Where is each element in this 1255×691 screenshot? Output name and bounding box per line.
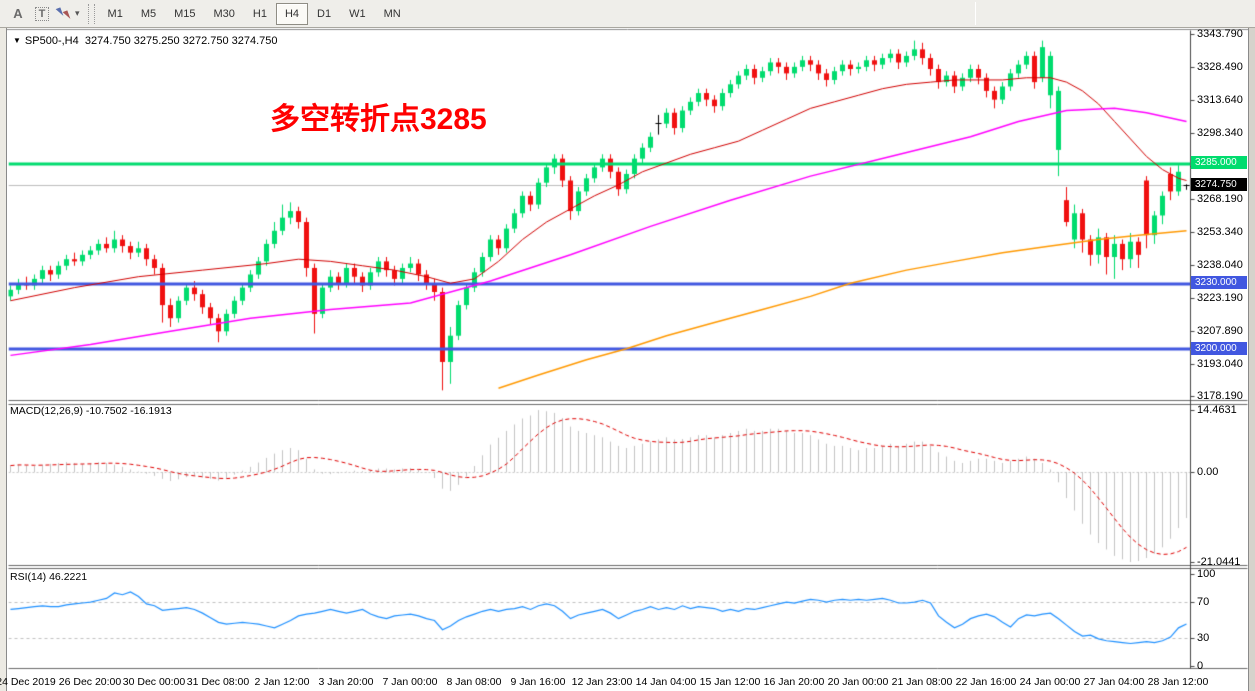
annotation-text[interactable]: 多空转折点3285 (270, 103, 487, 136)
price-tick-label: 3298.340 (1197, 127, 1243, 140)
time-axis-label: 27 Jan 04:00 (1083, 676, 1145, 688)
time-axis-label: 7 Jan 00:00 (382, 676, 438, 688)
price-badge: 3200.000 (1191, 341, 1247, 355)
time-axis-label: 30 Dec 00:00 (122, 676, 186, 688)
price-tick-label: 3268.190 (1197, 193, 1243, 206)
toolbar-separator (975, 2, 976, 25)
timeframe-button-mn[interactable]: MN (383, 7, 401, 20)
timeframe-button-m5[interactable]: M5 (140, 7, 157, 20)
window-left-border (0, 28, 7, 691)
time-axis-label: 28 Jan 12:00 (1147, 676, 1209, 688)
chevron-down-icon: ▾ (75, 8, 80, 18)
time-axis-label: 31 Dec 08:00 (186, 676, 250, 688)
time-axis-label: 22 Jan 16:00 (955, 676, 1017, 688)
price-tick-label: 3193.040 (1197, 357, 1243, 370)
time-axis-label: 12 Jan 23:00 (571, 676, 633, 688)
price-tick-label: 3343.790 (1197, 28, 1243, 40)
timeframe-button-m1[interactable]: M1 (107, 7, 123, 20)
collapse-triangle-icon[interactable]: ▼ (13, 36, 21, 45)
arrows-style-icon (55, 6, 72, 21)
price-badge: 3274.750 (1191, 178, 1247, 192)
macd-indicator-label: MACD(12,26,9) -10.7502 -16.1913 (10, 405, 172, 417)
price-tick-label: 3328.490 (1197, 61, 1243, 74)
rsi-tick-label: 70 (1197, 595, 1210, 608)
time-axis-label: 15 Jan 12:00 (699, 676, 761, 688)
price-tick-label: 3223.190 (1197, 291, 1243, 304)
time-axis-label: 20 Jan 00:00 (827, 676, 889, 688)
rsi-tick-label: 30 (1197, 632, 1210, 645)
toolbar: A T ▾ M1 M5 M15 M30 H1 H4 D1 W1 MN (0, 0, 1255, 28)
price-tick-label: 3313.640 (1197, 93, 1243, 106)
rsi-tick-label: 0 (1197, 660, 1204, 672)
time-axis-label: 8 Jan 08:00 (446, 676, 502, 688)
time-axis-label: 26 Dec 20:00 (58, 676, 122, 688)
timeframe-button-group: M1 M5 M15 M30 H1 H4 D1 W1 MN (99, 2, 410, 25)
price-tick-label: 3178.190 (1197, 390, 1243, 402)
text-box-tool-button[interactable]: T (31, 3, 53, 25)
time-axis-label: 21 Jan 08:00 (891, 676, 953, 688)
time-axis-label: 24 Jan 00:00 (1019, 676, 1081, 688)
text-label-tool-button[interactable]: A (7, 3, 29, 25)
time-axis-label: 14 Jan 04:00 (635, 676, 697, 688)
text-box-icon: T (34, 6, 50, 21)
timeframe-button-h1[interactable]: H1 (252, 7, 267, 20)
macd-tick-label: 14.4631 (1197, 403, 1237, 416)
toolbar-drag-handle[interactable] (87, 3, 95, 24)
time-axis-label: 9 Jan 16:00 (510, 676, 566, 688)
object-style-tool-button[interactable]: ▾ (55, 3, 81, 25)
macd-tick-label: -21.0441 (1197, 555, 1241, 568)
time-axis-label: 16 Jan 20:00 (763, 676, 825, 688)
time-axis-label: 2 Jan 12:00 (254, 676, 310, 688)
text-label-icon: A (13, 6, 23, 21)
timeframe-button-w1[interactable]: W1 (349, 7, 366, 20)
price-tick-label: 3207.890 (1197, 325, 1243, 338)
timeframe-button-m30[interactable]: M30 (213, 7, 235, 20)
time-axis-label: 3 Jan 20:00 (318, 676, 374, 688)
time-axis-label: 24 Dec 2019 (0, 676, 56, 688)
price-tick-label: 3238.040 (1197, 259, 1243, 272)
price-badge: 3230.000 (1191, 276, 1247, 290)
symbol-ohlc-line: ▼ SP500-,H4 3274.750 3275.250 3272.750 32… (13, 35, 278, 47)
price-badge: 3285.000 (1191, 156, 1247, 169)
price-tick-label: 3253.340 (1197, 225, 1243, 238)
timeframe-button-h4[interactable]: H4 (275, 2, 309, 25)
window-right-border (1248, 28, 1255, 691)
rsi-tick-label: 100 (1197, 568, 1216, 580)
macd-tick-label: 0.00 (1197, 465, 1219, 478)
rsi-indicator-label: RSI(14) 46.2221 (10, 571, 88, 583)
timeframe-button-d1[interactable]: D1 (317, 7, 332, 20)
timeframe-button-m15[interactable]: M15 (174, 7, 196, 20)
